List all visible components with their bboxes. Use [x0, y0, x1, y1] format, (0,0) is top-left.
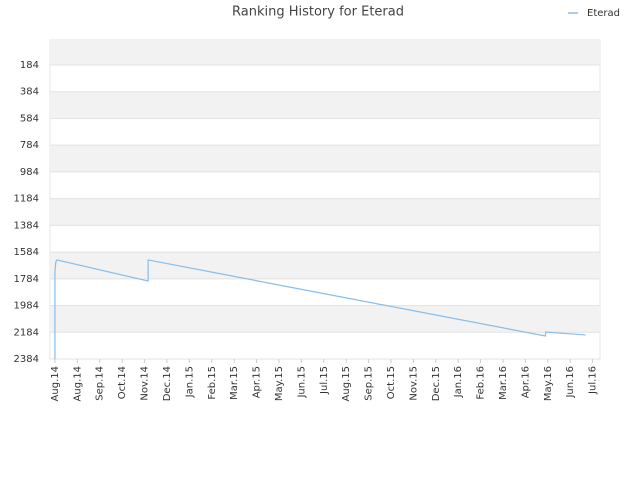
grid-band	[50, 305, 600, 333]
x-tick-label: Nov.14	[140, 366, 151, 401]
x-tick-label: Sep.15	[364, 366, 375, 401]
x-tick-label: Mar.16	[498, 366, 509, 400]
legend-label: Eterad	[587, 8, 620, 19]
grid-band	[50, 145, 600, 172]
grid-band	[50, 252, 600, 279]
x-tick-label: May.15	[274, 366, 285, 401]
y-tick-label: 2184	[14, 327, 39, 338]
x-tick-label: Jan.16	[453, 366, 464, 398]
grid-band	[50, 198, 600, 226]
chart-title: Ranking History for Eterad	[232, 5, 404, 20]
y-tick-label: 784	[20, 140, 39, 151]
y-tick-label: 1984	[14, 301, 39, 312]
y-tick-label: 584	[20, 113, 39, 124]
y-tick-label: 184	[20, 60, 39, 71]
y-tick-label: 2384	[14, 354, 39, 365]
x-tick-label: Aug.14	[72, 366, 83, 401]
x-tick-label: Oct.15	[386, 366, 397, 399]
y-tick-label: 1384	[14, 220, 39, 231]
y-tick-label: 984	[20, 167, 39, 178]
x-tick-label: Aug.15	[341, 366, 352, 401]
x-tick-label: Feb.16	[476, 366, 487, 400]
x-tick-label: Jul.15	[319, 366, 330, 395]
x-tick-label: Jul.16	[588, 366, 599, 395]
x-tick-label: Oct.14	[117, 366, 128, 399]
x-tick-label: Dec.14	[162, 366, 173, 401]
x-tick-label: Feb.15	[207, 366, 218, 400]
x-tick-label: Apr.15	[252, 366, 263, 398]
x-tick-label: Jun.16	[565, 366, 576, 399]
grid-band	[50, 40, 600, 65]
y-tick-label: 1184	[14, 194, 39, 205]
y-tick-label: 384	[20, 87, 39, 98]
x-tick-label: Mar.15	[229, 366, 240, 400]
x-tick-label: Sep.14	[95, 366, 106, 401]
x-tick-label: Apr.16	[520, 366, 531, 398]
grid-band	[50, 91, 600, 119]
data-line	[54, 259, 586, 359]
x-tick-label: May.16	[543, 366, 554, 401]
x-tick-label: Aug.14	[50, 366, 61, 401]
x-tick-label: Jan.15	[184, 366, 195, 398]
x-tick-label: Nov.15	[408, 366, 419, 401]
x-tick-label: Dec.15	[431, 366, 442, 401]
y-tick-label: 1584	[14, 247, 39, 258]
x-tick-label: Jun.15	[296, 366, 307, 399]
y-tick-label: 1784	[14, 274, 39, 285]
